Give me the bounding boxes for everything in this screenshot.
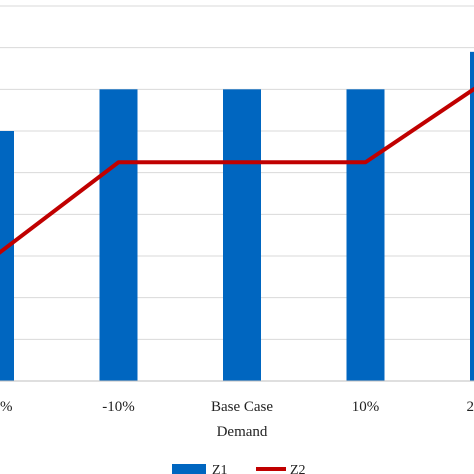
z1-bars [0, 51, 474, 381]
x-axis-title: Demand [217, 424, 268, 440]
x-tick-labels: % -10% Base Case 10% 2 [0, 399, 474, 415]
legend-label-z1: Z1 [212, 463, 228, 474]
bar-z1 [99, 89, 138, 381]
x-tick-label: 10% [352, 399, 380, 415]
line-z2 [0, 86, 474, 255]
x-tick-label: 2 [467, 399, 474, 415]
legend-swatch-z1 [172, 464, 206, 474]
legend-label-z2: Z2 [290, 463, 306, 474]
bar-z1 [223, 89, 261, 381]
legend: Z1 Z2 [172, 463, 306, 474]
bar-z1 [346, 89, 385, 381]
x-tick-label: % [0, 399, 13, 415]
x-tick-label: Base Case [211, 399, 273, 415]
x-tick-label: -10% [102, 399, 135, 415]
bar-z1 [0, 131, 14, 381]
bar-z1 [470, 51, 474, 381]
z2-line [0, 86, 474, 255]
